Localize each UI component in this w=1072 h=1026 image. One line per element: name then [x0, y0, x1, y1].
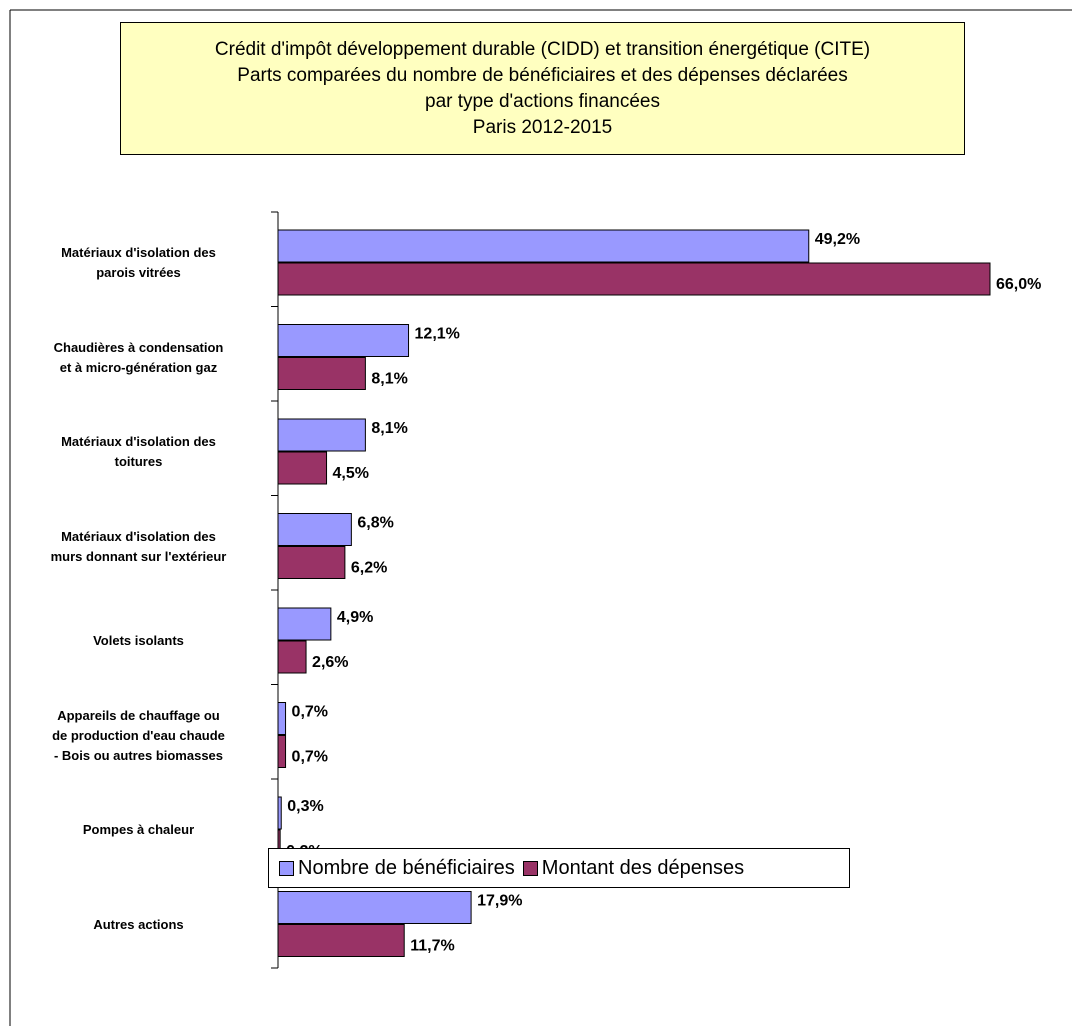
legend-label: Nombre de bénéficiaires	[298, 856, 515, 879]
value-label: 4,9%	[337, 609, 373, 626]
value-label: 0,7%	[292, 749, 328, 766]
category-label: Pompes à chaleur	[82, 822, 195, 838]
value-label: 6,2%	[351, 560, 387, 577]
bar	[277, 546, 346, 579]
legend-item: Nombre de bénéficiaires	[279, 857, 515, 880]
value-label: 49,2%	[815, 231, 860, 248]
category-label: Volets isolants	[93, 633, 184, 649]
bar	[277, 513, 352, 546]
value-label: 6,8%	[357, 515, 393, 532]
bar	[277, 640, 307, 674]
bar	[277, 796, 282, 830]
bar	[277, 262, 991, 296]
bar	[277, 735, 287, 768]
value-label: 0,7%	[292, 704, 328, 721]
value-label: 12,1%	[415, 326, 460, 343]
legend: Nombre de bénéficiaires Montant des dépen…	[268, 848, 850, 888]
value-label: 11,7%	[410, 938, 454, 955]
bar	[277, 891, 472, 924]
bar	[277, 702, 287, 735]
value-label: 17,9%	[477, 893, 522, 910]
value-label: 0,3%	[287, 798, 323, 815]
legend-item: Montant des dépenses	[522, 856, 745, 880]
chart-title: Crédit d'impôt développement durable (CI…	[120, 22, 965, 155]
value-label: 8,1%	[371, 371, 407, 388]
category-label: Autres actions	[93, 916, 184, 932]
bar	[277, 324, 410, 357]
value-label: 2,6%	[312, 654, 348, 671]
value-label: 66,0%	[996, 276, 1041, 293]
category-label: Chaudières à condensation et à micro-gén…	[53, 339, 224, 375]
bar	[277, 451, 328, 485]
value-label: 8,1%	[371, 420, 407, 437]
legend-swatch	[279, 860, 294, 876]
bar	[277, 607, 332, 641]
legend-swatch	[522, 860, 538, 876]
category-label: Appareils de chauffage ou de production …	[52, 707, 225, 763]
value-label: 4,5%	[333, 465, 369, 482]
category-label: Matériaux d'isolation des parois vitrées	[61, 245, 216, 281]
category-label: Matériaux d'isolation des toitures	[61, 434, 216, 470]
bar	[277, 924, 405, 957]
bar	[277, 357, 366, 390]
category-label: Matériaux d'isolation des murs donnant s…	[50, 528, 227, 564]
bar	[277, 229, 810, 263]
legend-label: Montant des dépenses	[541, 856, 745, 879]
bar	[277, 418, 366, 452]
